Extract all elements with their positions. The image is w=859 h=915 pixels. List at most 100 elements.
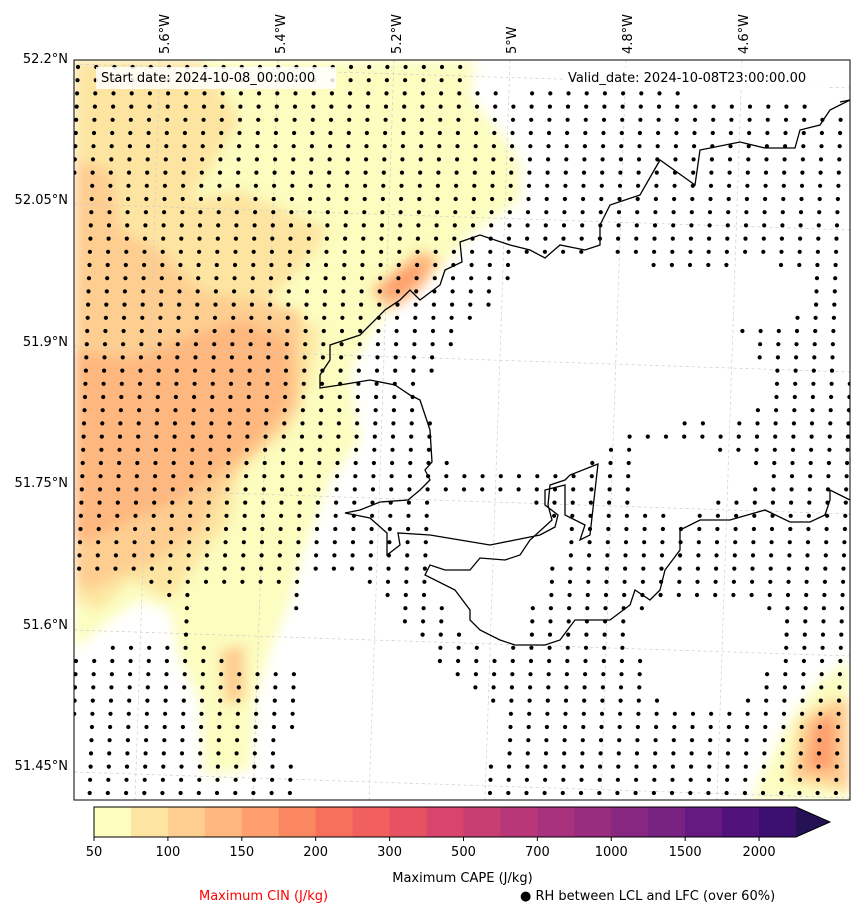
- rh-dot: [413, 315, 418, 320]
- rh-dot: [706, 249, 711, 254]
- rh-dot: [786, 566, 792, 571]
- rh-dot: [250, 276, 255, 281]
- rh-dot: [180, 196, 185, 202]
- rh-dot: [105, 262, 110, 268]
- rh-dot: [144, 183, 149, 188]
- rh-dot: [96, 540, 101, 545]
- rh-dot: [761, 236, 766, 241]
- rh-dot: [356, 368, 361, 373]
- rh-dot: [548, 619, 553, 624]
- rh-dot: [421, 78, 426, 83]
- rh-dot: [726, 196, 731, 202]
- rh-dot: [747, 104, 753, 109]
- rh-dot: [200, 157, 205, 162]
- rh-dot: [391, 408, 396, 413]
- rh-dot: [110, 658, 115, 664]
- rh-dot: [831, 315, 837, 320]
- rh-dot: [288, 236, 293, 241]
- rh-dot: [725, 764, 730, 769]
- rh-dot: [530, 619, 535, 624]
- rh-dot: [439, 78, 444, 83]
- rh-dot: [281, 434, 286, 439]
- rh-dot: [101, 381, 106, 386]
- rh-dot: [472, 170, 477, 175]
- rh-dot: [622, 592, 627, 598]
- rh-dot: [673, 157, 678, 162]
- rh-dot: [126, 170, 132, 175]
- colorbar-segment: [611, 807, 649, 837]
- map-area: [74, 60, 850, 800]
- rh-dot: [798, 751, 803, 756]
- rh-dot: [807, 500, 812, 505]
- rh-dot: [639, 606, 645, 611]
- rh-dot: [394, 315, 400, 320]
- rh-dot: [344, 183, 349, 188]
- rh-dot: [837, 672, 843, 677]
- rh-dot: [491, 685, 496, 690]
- rh-dot: [265, 368, 270, 373]
- rh-dot: [829, 368, 835, 373]
- rh-dot: [616, 236, 621, 241]
- rh-dot: [215, 236, 220, 241]
- rh-dot: [136, 421, 141, 426]
- rh-dot: [232, 276, 237, 281]
- rh-dot: [752, 513, 757, 518]
- rh-dot: [362, 210, 367, 215]
- rh-dot: [355, 421, 360, 426]
- rh-dot: [157, 342, 162, 347]
- rh-dot: [525, 223, 530, 228]
- rh-dot: [333, 513, 338, 518]
- rh-dot: [272, 183, 277, 188]
- rh-dot: [279, 500, 284, 505]
- rh-dot: [237, 130, 242, 136]
- rh-dot: [163, 170, 168, 175]
- rh-dot: [690, 711, 696, 716]
- rh-dot: [89, 738, 94, 743]
- rh-dot: [137, 394, 142, 400]
- rh-dot: [607, 500, 612, 505]
- rh-dot: [146, 130, 151, 136]
- rh-dot: [578, 790, 584, 796]
- rh-dot: [818, 170, 823, 175]
- rh-dot: [317, 447, 322, 452]
- rh-dot: [134, 474, 139, 479]
- rh-dot: [107, 210, 112, 215]
- rh-dot: [764, 698, 769, 703]
- rh-dot: [635, 210, 640, 215]
- rh-dot: [238, 91, 243, 96]
- rh-dot: [620, 632, 625, 637]
- rh-dot: [125, 738, 130, 743]
- rh-dot: [769, 540, 774, 545]
- rh-dot: [127, 144, 132, 149]
- rh-dot: [307, 223, 312, 228]
- rh-dot: [420, 632, 425, 637]
- rh-dot: [654, 711, 659, 716]
- rh-dot: [174, 381, 179, 386]
- rh-dot: [195, 302, 200, 307]
- colorbar-segment: [426, 807, 464, 837]
- rh-dot: [660, 540, 665, 545]
- rh-dot: [259, 553, 264, 558]
- rh-dot: [708, 183, 714, 188]
- rh-dot: [424, 513, 429, 518]
- rh-dot: [634, 777, 639, 782]
- rh-dot: [341, 276, 346, 281]
- rh-dot: [563, 698, 569, 703]
- rh-dot: [266, 355, 271, 360]
- rh-dot: [253, 210, 258, 215]
- rh-dot: [506, 249, 511, 254]
- rh-dot: [585, 606, 590, 611]
- rh-dot: [318, 434, 323, 439]
- rh-dot: [165, 645, 170, 650]
- rh-dot: [90, 711, 95, 716]
- rh-dot: [126, 196, 131, 202]
- rh-dot: [689, 764, 694, 769]
- rh-dot: [411, 368, 416, 373]
- rh-dot: [403, 78, 408, 83]
- rh-dot: [619, 144, 624, 149]
- rh-dot: [167, 592, 172, 598]
- rh-dot: [525, 210, 531, 215]
- rh-dot: [163, 711, 168, 716]
- rh-dot: [164, 658, 169, 664]
- rh-dot: [267, 315, 272, 320]
